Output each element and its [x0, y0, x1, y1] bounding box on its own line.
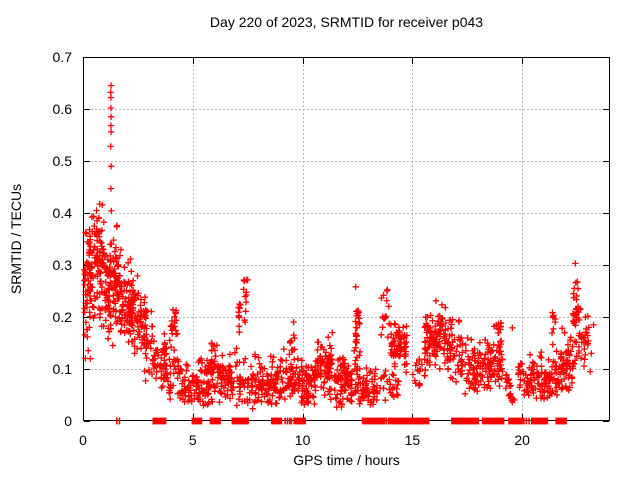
zero-line-points	[398, 417, 422, 425]
x-axis-label: GPS time / hours	[293, 452, 400, 468]
zero-line-points	[288, 417, 291, 425]
zero-line-points	[457, 417, 480, 425]
y-tick-label: 0.2	[53, 309, 73, 325]
zero-line-points	[284, 417, 286, 425]
zero-line-points	[451, 417, 463, 425]
zero-line-points	[385, 417, 387, 425]
zero-line-points	[387, 417, 390, 425]
zero-line-points	[231, 417, 243, 425]
x-tick-label: 0	[79, 432, 87, 448]
scatter-points	[81, 82, 597, 412]
zero-line-points	[388, 417, 399, 425]
y-tick-label: 0	[64, 413, 72, 429]
zero-line-points	[493, 417, 505, 425]
zero-line-points	[238, 417, 249, 425]
y-tick-label: 0.7	[53, 49, 73, 65]
x-tick-label: 15	[405, 432, 421, 448]
y-tick-label: 0.4	[53, 205, 73, 221]
zero-line-points	[116, 417, 118, 425]
chart-title: Day 220 of 2023, SRMTID for receiver p04…	[209, 14, 484, 30]
zero-line-points	[523, 417, 525, 425]
zero-line-points	[361, 417, 380, 425]
zero-line-points	[531, 417, 549, 425]
x-tick-label: 20	[514, 432, 530, 448]
x-tick-label: 10	[295, 432, 311, 448]
zero-line-points	[481, 417, 495, 425]
zero-line-points	[525, 417, 528, 425]
zero-line-points	[271, 417, 283, 425]
zero-line-points	[383, 417, 385, 425]
zero-line-points	[118, 417, 121, 425]
zero-line-points	[528, 417, 530, 425]
zero-line-points	[293, 417, 306, 425]
y-tick-label: 0.1	[53, 361, 73, 377]
zero-line-points	[191, 417, 203, 425]
zero-line-points	[416, 417, 430, 425]
zero-line-points	[286, 417, 289, 425]
y-tick-label: 0.6	[53, 101, 73, 117]
zero-line-points	[375, 417, 386, 425]
zero-line-points	[555, 417, 567, 425]
zero-line-points	[152, 417, 167, 425]
zero-line-points	[530, 417, 533, 425]
y-tick-label: 0.3	[53, 257, 73, 273]
x-tick-label: 5	[189, 432, 197, 448]
zero-line-points	[508, 417, 524, 425]
zero-line-points	[290, 417, 293, 425]
zero-line-points	[209, 417, 221, 425]
y-tick-label: 0.5	[53, 153, 73, 169]
plot-border	[83, 57, 610, 421]
